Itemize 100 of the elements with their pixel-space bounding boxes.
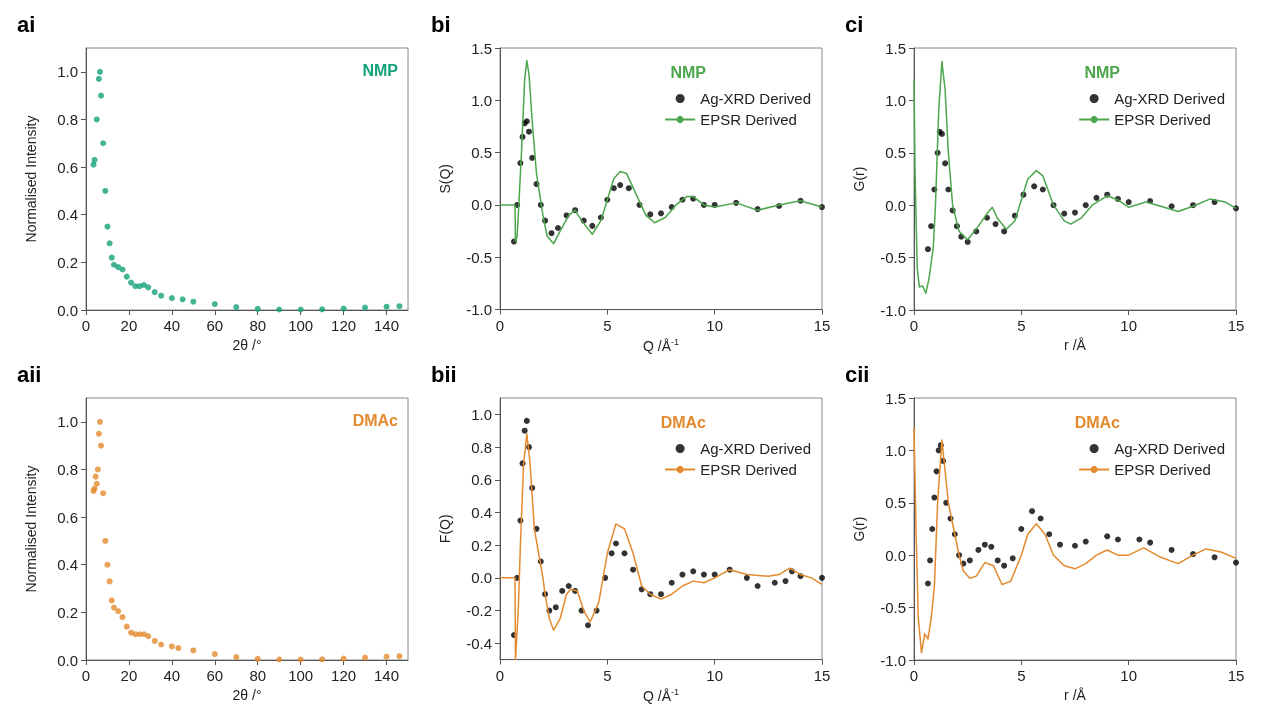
x-axis-title: r /Å: [1064, 336, 1087, 353]
legend-title: DMAc: [1074, 413, 1121, 431]
x-axis-title: 2θ /°: [232, 686, 262, 703]
x-tick-label: 10: [706, 316, 724, 334]
legend-label: EPSR Derived: [700, 461, 797, 478]
y-tick-label: -0.5: [880, 249, 906, 267]
x-tick-label: 0: [81, 317, 91, 334]
y-axis-title: G(r): [851, 516, 867, 542]
chart-title: cii: [845, 361, 870, 387]
y-axis-title: Normalised Intensity: [23, 465, 39, 593]
x-tick-label: 15: [813, 316, 831, 334]
y-tick-label: 0.8: [57, 110, 78, 128]
y-axis-title: Normalised Intensity: [23, 115, 39, 243]
x-tick-label: 80: [249, 667, 267, 684]
y-tick-label: 0.0: [885, 546, 906, 564]
y-tick-label: -0.2: [466, 602, 492, 620]
y-tick-label: 0.5: [471, 144, 492, 162]
x-tick-label: 0: [909, 317, 919, 334]
y-tick-label: -1.0: [880, 301, 906, 319]
chart-title: bi: [431, 11, 451, 37]
x-tick-label: 15: [813, 666, 831, 684]
y-tick-label: 0.8: [471, 438, 492, 456]
y-tick-label: 0.5: [885, 144, 906, 162]
y-axis-title: G(r): [851, 166, 867, 192]
text: NMP: [362, 61, 399, 79]
x-tick-label: 15: [1227, 317, 1245, 334]
chart-title: aii: [17, 361, 42, 387]
y-tick-label: 0.4: [57, 556, 78, 574]
y-tick-label: 0.2: [471, 536, 492, 554]
legend-title: NMP: [670, 63, 707, 81]
x-tick-label: 5: [603, 666, 612, 684]
y-tick-label: 0.0: [471, 569, 492, 587]
y-tick-label: 1.5: [471, 39, 492, 57]
x-tick-label: 20: [120, 317, 138, 334]
legend-label: Ag-XRD Derived: [700, 440, 812, 457]
x-tick-label: 10: [706, 666, 724, 684]
text: DMAc: [352, 411, 399, 429]
legend-label: EPSR Derived: [1114, 111, 1211, 128]
legend-title: NMP: [1084, 63, 1121, 81]
x-tick-label: 10: [1120, 667, 1138, 684]
y-axis-title: S(Q): [437, 164, 453, 194]
y-tick-label: 0.0: [57, 651, 78, 669]
y-tick-label: -0.4: [466, 634, 492, 652]
y-tick-label: 0.6: [471, 471, 492, 489]
legend-title: DMAc: [660, 413, 707, 431]
x-tick-label: 5: [1017, 667, 1026, 684]
x-tick-label: 140: [374, 667, 400, 684]
y-tick-label: 0.2: [57, 253, 78, 271]
y-tick-label: 0.0: [471, 196, 492, 214]
x-tick-label: 15: [1227, 667, 1245, 684]
y-tick-label: 1.0: [471, 91, 492, 109]
chart-title: ci: [845, 11, 864, 37]
x-tick-label: 0: [495, 666, 505, 684]
y-axis-title: F(Q): [437, 514, 453, 544]
chart-title: ai: [17, 11, 36, 37]
y-tick-label: 1.5: [885, 389, 906, 407]
y-tick-label: 0.0: [57, 301, 78, 319]
y-tick-label: 1.0: [885, 441, 906, 459]
x-tick-label: 120: [331, 317, 357, 334]
y-tick-label: 1.0: [57, 413, 78, 431]
x-tick-label: 80: [249, 317, 267, 334]
y-tick-label: 0.5: [885, 494, 906, 512]
x-tick-label: 60: [206, 667, 224, 684]
x-tick-label: 60: [206, 317, 224, 334]
y-tick-label: -0.5: [466, 248, 492, 266]
x-tick-label: 40: [163, 317, 181, 334]
x-tick-label: 100: [288, 317, 314, 334]
y-tick-label: 0.8: [57, 460, 78, 478]
x-tick-label: 10: [1120, 317, 1138, 334]
x-tick-label: 5: [603, 316, 612, 334]
y-tick-label: 1.5: [885, 39, 906, 57]
x-tick-label: 120: [331, 667, 357, 684]
legend-label: Ag-XRD Derived: [1114, 440, 1226, 457]
x-tick-label: 0: [495, 316, 505, 334]
y-tick-label: 0.6: [57, 508, 78, 526]
y-tick-label: 1.0: [57, 63, 78, 81]
y-tick-label: 0.0: [885, 196, 906, 214]
x-tick-label: 5: [1017, 317, 1026, 334]
legend-label: Ag-XRD Derived: [700, 90, 812, 107]
x-tick-label: 140: [374, 317, 400, 334]
x-axis-title: r /Å: [1064, 686, 1087, 703]
x-tick-label: 100: [288, 667, 314, 684]
y-tick-label: -1.0: [466, 301, 492, 319]
x-tick-label: 0: [909, 667, 919, 684]
chart-title: bii: [431, 361, 457, 387]
y-tick-label: 1.0: [885, 91, 906, 109]
y-tick-label: 1.0: [471, 405, 492, 423]
y-tick-label: -1.0: [880, 651, 906, 669]
y-tick-label: 0.4: [57, 206, 78, 224]
x-tick-label: 20: [120, 667, 138, 684]
legend-label: Ag-XRD Derived: [1114, 90, 1226, 107]
x-axis-title: 2θ /°: [232, 336, 262, 353]
y-tick-label: -0.5: [880, 599, 906, 617]
y-tick-label: 0.2: [57, 603, 78, 621]
x-tick-label: 0: [81, 667, 91, 684]
legend-label: EPSR Derived: [700, 111, 797, 128]
x-tick-label: 40: [163, 667, 181, 684]
y-tick-label: 0.4: [471, 503, 492, 521]
y-tick-label: 0.6: [57, 158, 78, 176]
legend-label: EPSR Derived: [1114, 461, 1211, 478]
